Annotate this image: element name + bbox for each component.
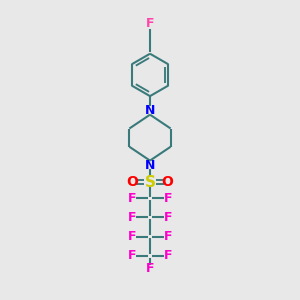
Text: F: F	[128, 249, 136, 262]
Text: F: F	[146, 17, 154, 30]
Text: F: F	[164, 192, 172, 205]
Text: F: F	[146, 262, 154, 275]
Text: F: F	[164, 211, 172, 224]
Text: F: F	[128, 192, 136, 205]
Text: O: O	[162, 175, 174, 189]
Text: F: F	[128, 211, 136, 224]
Text: O: O	[126, 175, 138, 189]
Text: S: S	[145, 175, 155, 190]
Text: N: N	[145, 158, 155, 172]
Text: N: N	[145, 104, 155, 117]
Text: F: F	[128, 230, 136, 243]
Text: F: F	[164, 249, 172, 262]
Text: F: F	[164, 230, 172, 243]
